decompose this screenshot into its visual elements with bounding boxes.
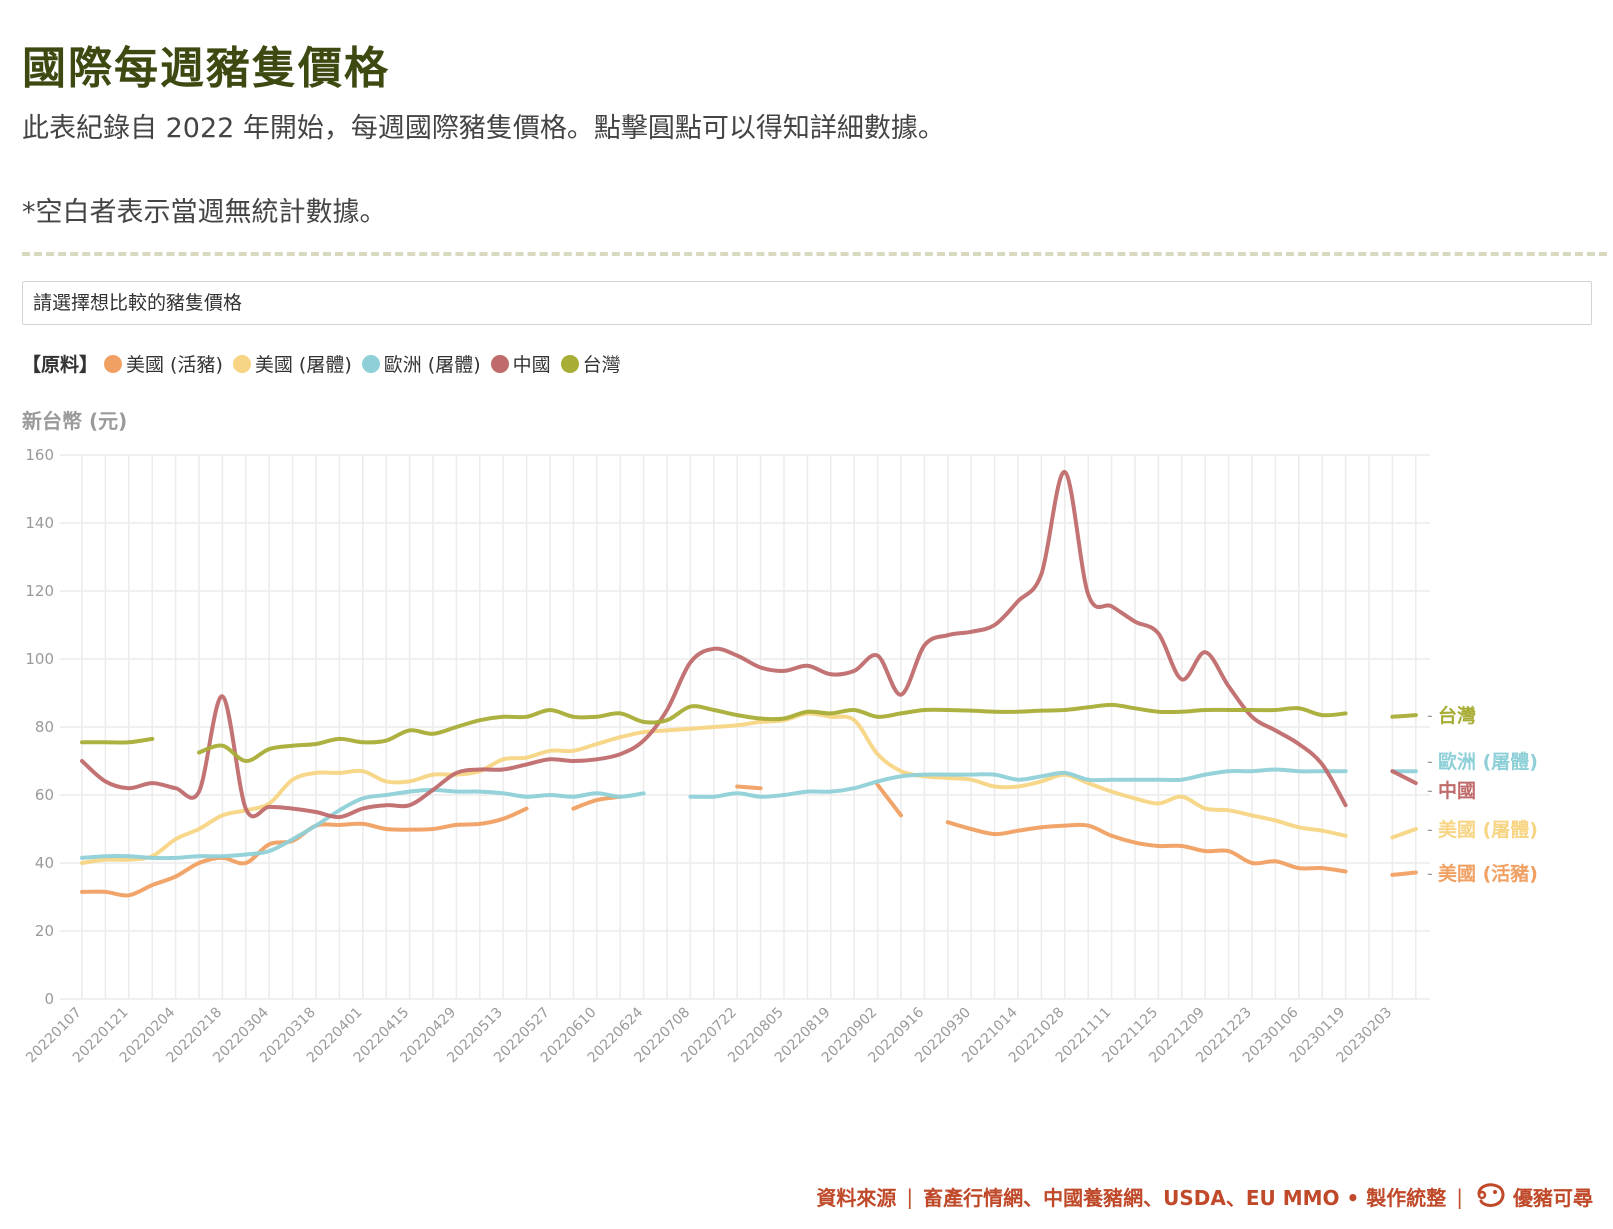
legend-item-us-carcass[interactable]: 美國 (屠體): [232, 350, 352, 377]
legend-dot: [490, 354, 509, 373]
series-line-taiwan: [197, 702, 1348, 763]
y-tick-label: 0: [44, 990, 54, 1008]
page-note: *空白者表示當週無統計數據。: [22, 197, 387, 228]
y-tick-label: 40: [35, 854, 54, 872]
y-tick-label: 100: [25, 650, 54, 668]
legend-item-label: 台灣: [582, 354, 621, 376]
series-end-connector: -: [1427, 706, 1433, 725]
y-tick-label: 160: [25, 446, 54, 464]
series-line-china: [1390, 769, 1418, 786]
series-end-connector: -: [1427, 864, 1433, 883]
legend-dot: [560, 354, 579, 373]
legend-item-label: 中國: [512, 354, 551, 376]
series-end-label: 美國 (活豬): [1438, 862, 1538, 885]
footer-separator: |: [906, 1184, 914, 1209]
legend-item-taiwan[interactable]: 台灣: [560, 350, 621, 377]
chart-legend: 【原料】 美國 (活豬) 美國 (屠體) 歐洲 (屠體) 中國 台灣: [22, 350, 631, 377]
footer-separator: |: [1456, 1184, 1463, 1209]
pig-logo-icon: [1473, 1180, 1507, 1213]
page-subtitle: 此表紀錄自 2022 年開始，每週國際豬隻價格。點擊圓點可以得知詳細數據。: [22, 113, 945, 144]
series-end-label: 歐洲 (屠體): [1438, 750, 1538, 773]
series-line-eu-carcass: [80, 787, 646, 861]
series-line-taiwan: [80, 736, 155, 745]
y-tick-label: 20: [35, 922, 54, 940]
source-list: 畜產行情網、中國養豬網、USDA、EU MMO • 製作統整: [923, 1186, 1447, 1210]
series-end-connector: -: [1427, 781, 1433, 800]
price-compare-selector[interactable]: 請選擇想比較的豬隻價格: [22, 281, 1592, 325]
legend-category-label: 【原料】: [22, 354, 99, 376]
series-line-us-live-hog: [945, 820, 1348, 874]
brand-name: 優豬可尋: [1513, 1186, 1593, 1210]
series-line-us-carcass: [1390, 827, 1418, 840]
page-title: 國際每週豬隻價格: [22, 43, 390, 94]
legend-item-label: 美國 (活豬): [126, 354, 223, 376]
legend-item-china[interactable]: 中國: [490, 350, 551, 377]
series-line-us-live-hog: [1390, 870, 1418, 877]
series-end-connector: -: [1427, 752, 1433, 771]
legend-item-label: 歐洲 (屠體): [383, 354, 481, 376]
series-line-taiwan: [1390, 713, 1418, 719]
series-line-china: [80, 469, 1348, 820]
y-tick-label: 120: [25, 582, 54, 600]
legend-dot: [232, 354, 251, 373]
legend-dot: [361, 354, 380, 373]
legend-item-label: 美國 (屠體): [254, 354, 352, 376]
y-axis-label: 新台幣 (元): [22, 409, 127, 433]
series-line-us-live-hog: [735, 784, 763, 791]
series-line-us-carcass: [80, 711, 1348, 865]
series-end-label: 美國 (屠體): [1438, 818, 1538, 841]
footer-source: 資料來源 | 畜產行情網、中國養豬網、USDA、EU MMO • 製作統整 | …: [816, 1180, 1593, 1213]
dashed-divider: [22, 252, 1607, 256]
series-end-label: 台灣: [1438, 704, 1476, 727]
y-tick-label: 60: [35, 786, 54, 804]
series-end-connector: -: [1427, 820, 1433, 839]
legend-item-us-live-hog[interactable]: 美國 (活豬): [104, 350, 223, 377]
source-label: 資料來源: [816, 1186, 897, 1210]
series-line-us-live-hog: [875, 782, 903, 818]
legend-dot: [104, 354, 123, 373]
series-end-label: 中國: [1438, 779, 1476, 802]
legend-item-eu-carcass[interactable]: 歐洲 (屠體): [361, 350, 481, 377]
y-tick-label: 140: [25, 514, 54, 532]
series-line-us-live-hog: [80, 806, 529, 898]
y-tick-label: 80: [35, 718, 54, 736]
series-line-eu-carcass: [688, 767, 1348, 799]
